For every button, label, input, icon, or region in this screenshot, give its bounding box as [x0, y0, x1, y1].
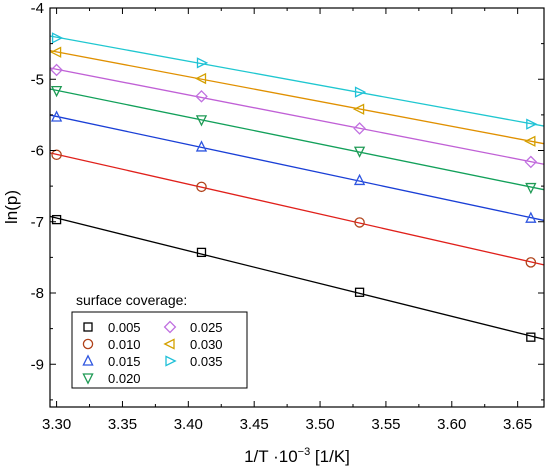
data-point-0.005-3: [526, 332, 536, 342]
series-markers: [49, 32, 538, 342]
x-axis-label-main: 1/T ·10: [244, 447, 298, 466]
fit-line-0.005: [49, 215, 545, 340]
data-point-0.015-0: [50, 110, 63, 122]
legend-marker-0.035: [165, 355, 177, 367]
legend-label-0.025: 0.025: [190, 320, 223, 335]
y-tick-label: -6: [31, 143, 44, 160]
data-point-0.025-1: [195, 90, 208, 103]
data-point-0.010-1: [196, 181, 207, 193]
data-point-0.020-0: [50, 86, 63, 98]
data-point-0.035-2: [354, 86, 367, 98]
legend-box: [71, 311, 248, 389]
data-point-0.020-2: [353, 146, 366, 158]
y-axis-label: ln(p): [2, 190, 21, 224]
fit-line-0.025: [49, 67, 545, 165]
y-tick-label: -7: [31, 214, 44, 231]
x-axis-label-unit: [1/K]: [310, 447, 350, 466]
fit-line-0.035: [49, 35, 545, 127]
y-axis-ticks: -4 -5 -6 -7 -8 -9: [31, 0, 544, 401]
x-tick-label: 3.40: [174, 416, 203, 433]
legend-marker-0.010: [82, 338, 94, 350]
data-point-0.005-1: [196, 247, 207, 258]
data-point-0.035-1: [196, 57, 209, 69]
fit-line-0.030: [49, 49, 545, 145]
legend-marker-0.015: [82, 354, 94, 366]
x-tick-label: 3.50: [305, 416, 334, 433]
legend-label-0.030: 0.030: [190, 337, 223, 352]
legend-items: 0.005 0.010 0.015 0.020 0.025 0.030 0.035: [82, 320, 223, 386]
data-point-0.020-3: [525, 182, 537, 195]
x-axis-label: 1/T ·10−3 [1/K]: [244, 446, 350, 466]
legend-marker-0.030: [163, 338, 175, 350]
x-tick-label: 3.55: [371, 416, 400, 433]
x-tick-label: 3.60: [437, 416, 466, 433]
data-point-0.010-0: [51, 149, 62, 161]
legend-marker-0.020: [82, 373, 94, 385]
fit-line-0.020: [49, 88, 545, 191]
data-point-0.030-2: [352, 103, 365, 115]
data-point-0.010-3: [525, 257, 537, 268]
data-point-0.025-0: [50, 63, 63, 77]
y-tick-label: -4: [31, 0, 44, 17]
fit-line-0.010: [49, 152, 545, 266]
x-tick-label: 3.45: [240, 416, 269, 433]
data-point-0.015-3: [525, 211, 537, 223]
fit-line-0.015: [49, 114, 545, 222]
data-point-0.010-2: [354, 217, 365, 228]
plot-frame: [49, 7, 545, 408]
data-point-0.030-0: [49, 46, 62, 58]
series-lines: [49, 35, 545, 340]
data-point-0.030-1: [194, 72, 207, 85]
data-point-0.035-3: [526, 118, 538, 130]
x-axis-label-exponent: −3: [298, 446, 311, 458]
data-point-0.030-3: [524, 135, 536, 147]
legend-label-0.020: 0.020: [108, 371, 141, 386]
data-point-0.020-1: [195, 115, 208, 127]
x-tick-label: 3.35: [108, 416, 137, 433]
legend-label-0.005: 0.005: [108, 320, 141, 335]
legend-marker-0.005: [83, 322, 93, 332]
y-tick-label: -5: [31, 71, 44, 88]
x-tick-label: 3.65: [503, 416, 532, 433]
data-point-0.005-0: [51, 214, 62, 225]
legend-marker-0.025: [163, 320, 177, 334]
y-tick-label: -9: [31, 356, 44, 373]
data-point-0.015-2: [353, 173, 366, 186]
legend-label-0.015: 0.015: [108, 354, 141, 369]
legend-title: surface coverage:: [76, 292, 187, 308]
data-point-0.005-2: [354, 287, 365, 297]
data-point-0.025-2: [353, 122, 366, 135]
data-point-0.035-0: [51, 32, 64, 44]
data-point-0.015-1: [195, 140, 208, 152]
y-tick-label: -8: [31, 285, 44, 302]
data-point-0.025-3: [524, 155, 538, 169]
legend-label-0.035: 0.035: [190, 354, 223, 369]
legend-label-0.010: 0.010: [108, 337, 141, 352]
x-tick-label: 3.30: [42, 416, 71, 433]
x-axis-ticks: 3.30 3.35 3.40 3.45 3.50 3.55 3.60 3.65: [42, 8, 532, 433]
